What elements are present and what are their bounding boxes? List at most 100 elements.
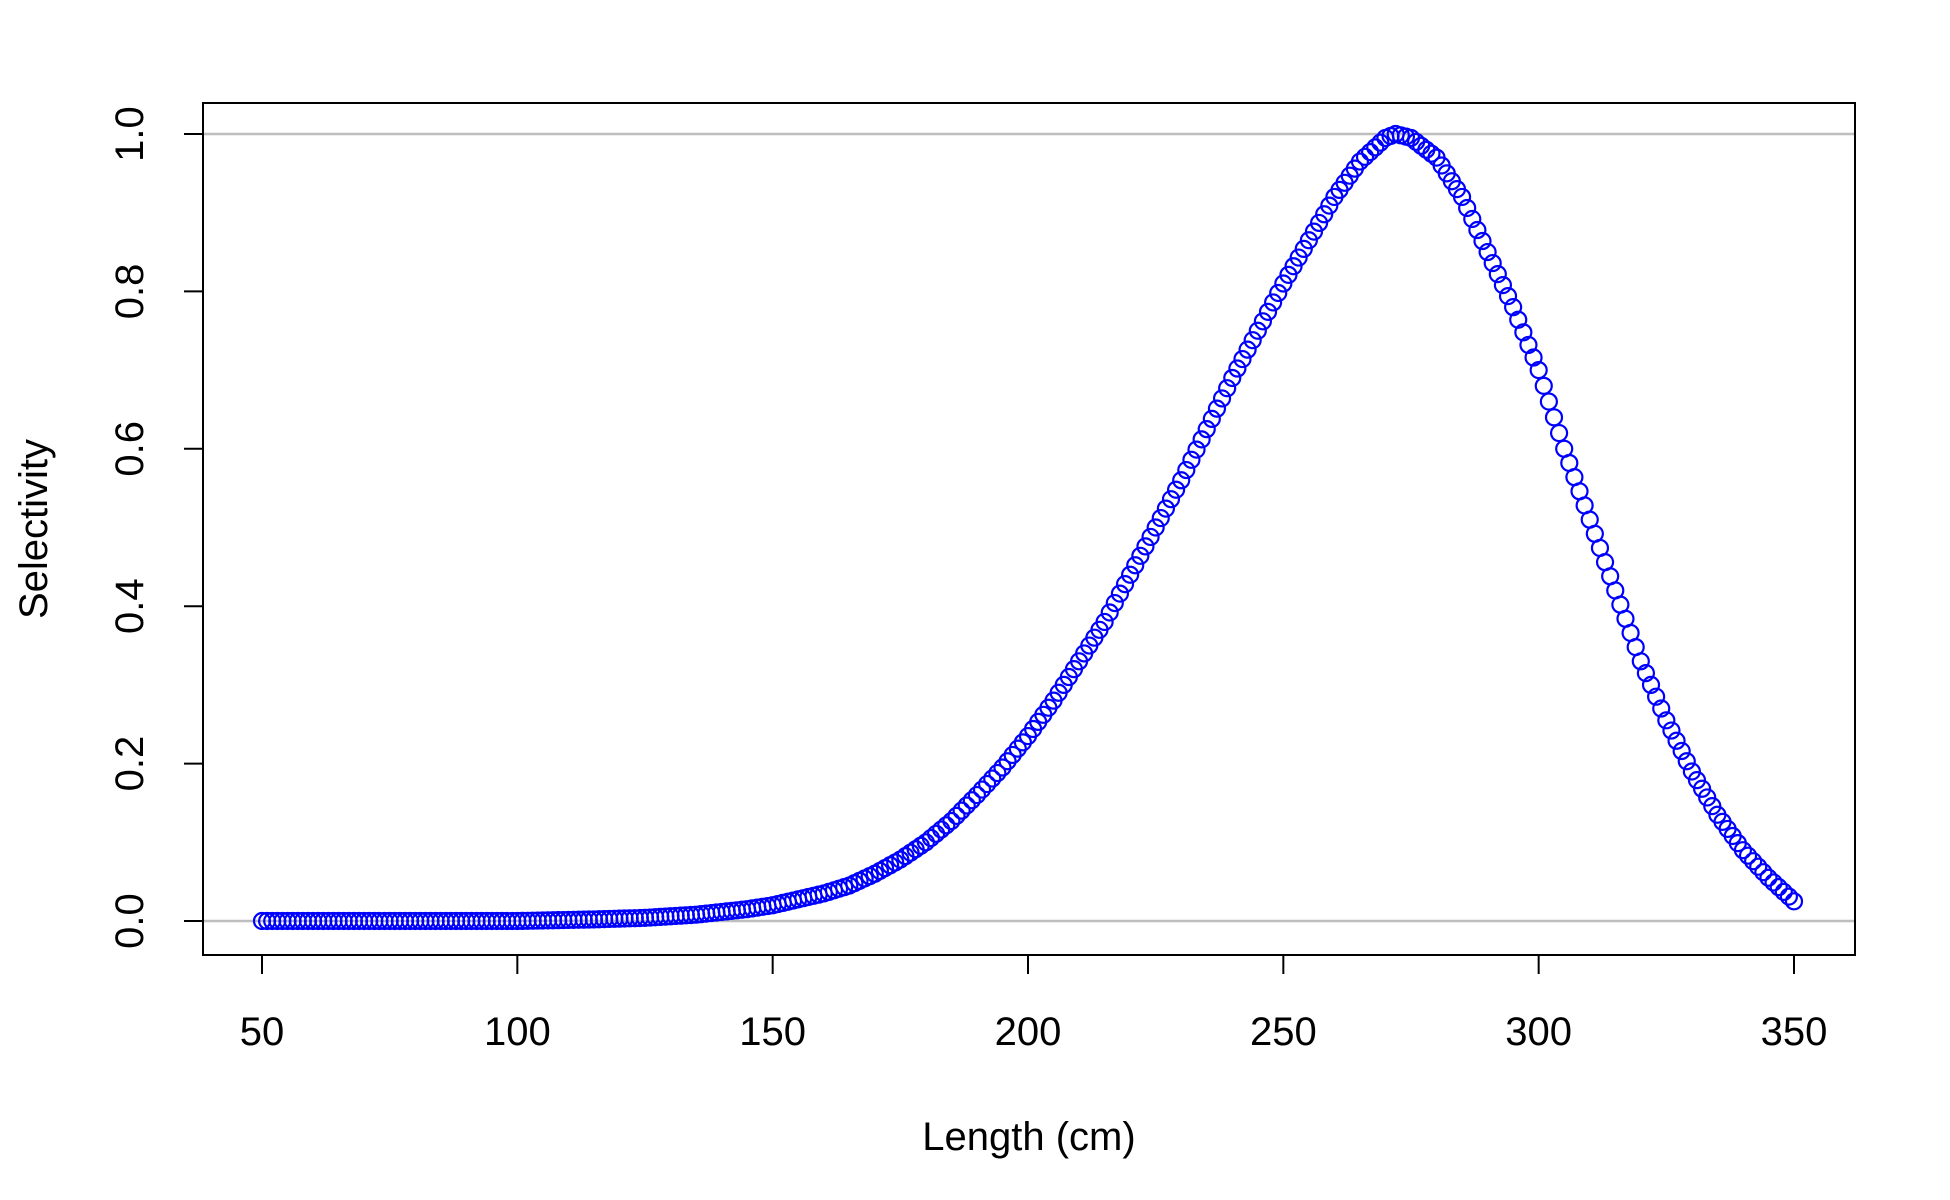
data-point — [1744, 852, 1763, 871]
data-point — [1473, 231, 1492, 251]
data-point — [1509, 310, 1528, 329]
data-point — [1315, 205, 1334, 224]
data-point — [1698, 788, 1717, 807]
data-point — [1422, 144, 1441, 163]
data-point — [1677, 752, 1696, 771]
data-point — [1350, 152, 1370, 171]
y-tick-label: 0.6 — [108, 421, 152, 477]
data-point — [1667, 731, 1686, 750]
data-point — [937, 816, 956, 835]
data-point — [1126, 556, 1145, 575]
data-point — [1779, 887, 1798, 906]
data-point — [1682, 762, 1701, 781]
data-point — [1514, 323, 1533, 342]
data-point — [1177, 460, 1196, 480]
x-tick-label: 50 — [240, 1010, 285, 1054]
data-point — [1309, 213, 1329, 233]
data-point — [1361, 143, 1380, 162]
y-tick-label: 0.4 — [108, 578, 152, 634]
data-point — [1156, 499, 1175, 518]
data-point — [1647, 687, 1666, 706]
data-points — [252, 124, 1804, 931]
data-point — [1202, 409, 1221, 428]
data-point — [1095, 612, 1114, 632]
data-point — [1294, 239, 1313, 258]
data-point — [1228, 359, 1247, 378]
data-point — [1269, 283, 1288, 303]
x-axis: 50 100 150 200 250 300 350 — [240, 954, 1827, 1054]
data-point — [1652, 699, 1671, 718]
data-point — [1468, 220, 1487, 240]
data-point — [1662, 721, 1681, 740]
data-point — [1549, 423, 1569, 443]
data-point — [1672, 741, 1691, 761]
y-axis: 0.0 0.2 0.4 0.6 0.8 1.0 — [108, 106, 204, 949]
data-point — [1463, 209, 1482, 229]
data-point — [1483, 253, 1502, 273]
data-point — [1539, 392, 1558, 411]
data-point — [1366, 138, 1385, 157]
data-point — [978, 774, 997, 794]
data-point — [1289, 248, 1308, 267]
data-point — [1749, 857, 1768, 876]
data-point — [1631, 652, 1650, 671]
data-point — [1692, 779, 1712, 798]
data-point — [1534, 376, 1553, 395]
data-point — [1136, 537, 1155, 556]
data-point — [967, 785, 987, 805]
data-point — [1182, 450, 1201, 469]
data-point — [1657, 711, 1676, 730]
data-point — [1212, 389, 1232, 408]
data-point — [1452, 187, 1472, 207]
data-point — [1504, 298, 1523, 317]
data-point — [1498, 287, 1518, 306]
data-point — [1110, 584, 1130, 603]
data-point — [1774, 882, 1793, 901]
data-point — [1355, 147, 1375, 166]
data-point — [1121, 565, 1140, 584]
data-point — [1258, 302, 1278, 321]
data-point — [1524, 348, 1543, 367]
data-point — [1529, 361, 1548, 380]
data-point — [1304, 222, 1324, 241]
data-point — [1284, 257, 1303, 276]
data-point — [1320, 196, 1339, 215]
x-tick-label: 100 — [484, 1010, 551, 1054]
data-point — [957, 796, 976, 815]
data-point — [1264, 293, 1283, 312]
data-point — [1641, 675, 1661, 695]
data-point — [1233, 349, 1252, 369]
data-point — [1115, 575, 1135, 594]
data-point — [1636, 663, 1656, 683]
data-point — [1764, 873, 1783, 892]
data-point — [947, 806, 966, 825]
y-tick-label: 0.2 — [108, 736, 152, 792]
x-tick-label: 250 — [1250, 1010, 1317, 1054]
data-point — [1519, 335, 1538, 355]
data-point — [1754, 863, 1773, 882]
data-point — [1151, 508, 1170, 528]
data-point — [1172, 471, 1191, 490]
data-point — [1738, 846, 1758, 865]
y-tick-label: 0.0 — [108, 893, 152, 949]
data-point — [1161, 490, 1181, 509]
data-point — [942, 811, 961, 831]
x-axis-title: Length (cm) — [922, 1115, 1135, 1159]
data-point — [1784, 892, 1804, 911]
data-point — [1218, 379, 1237, 398]
data-point — [1253, 312, 1273, 331]
y-tick-label: 0.8 — [108, 264, 152, 320]
data-point — [983, 769, 1002, 788]
data-point — [1248, 321, 1267, 340]
data-point — [962, 791, 981, 810]
y-tick-label: 1.0 — [108, 106, 152, 162]
data-point — [1131, 546, 1150, 565]
data-point — [1141, 527, 1160, 547]
data-point — [972, 780, 992, 799]
data-point — [1458, 198, 1477, 218]
data-point — [952, 801, 971, 820]
data-point — [1243, 331, 1262, 350]
data-point — [1478, 242, 1497, 262]
